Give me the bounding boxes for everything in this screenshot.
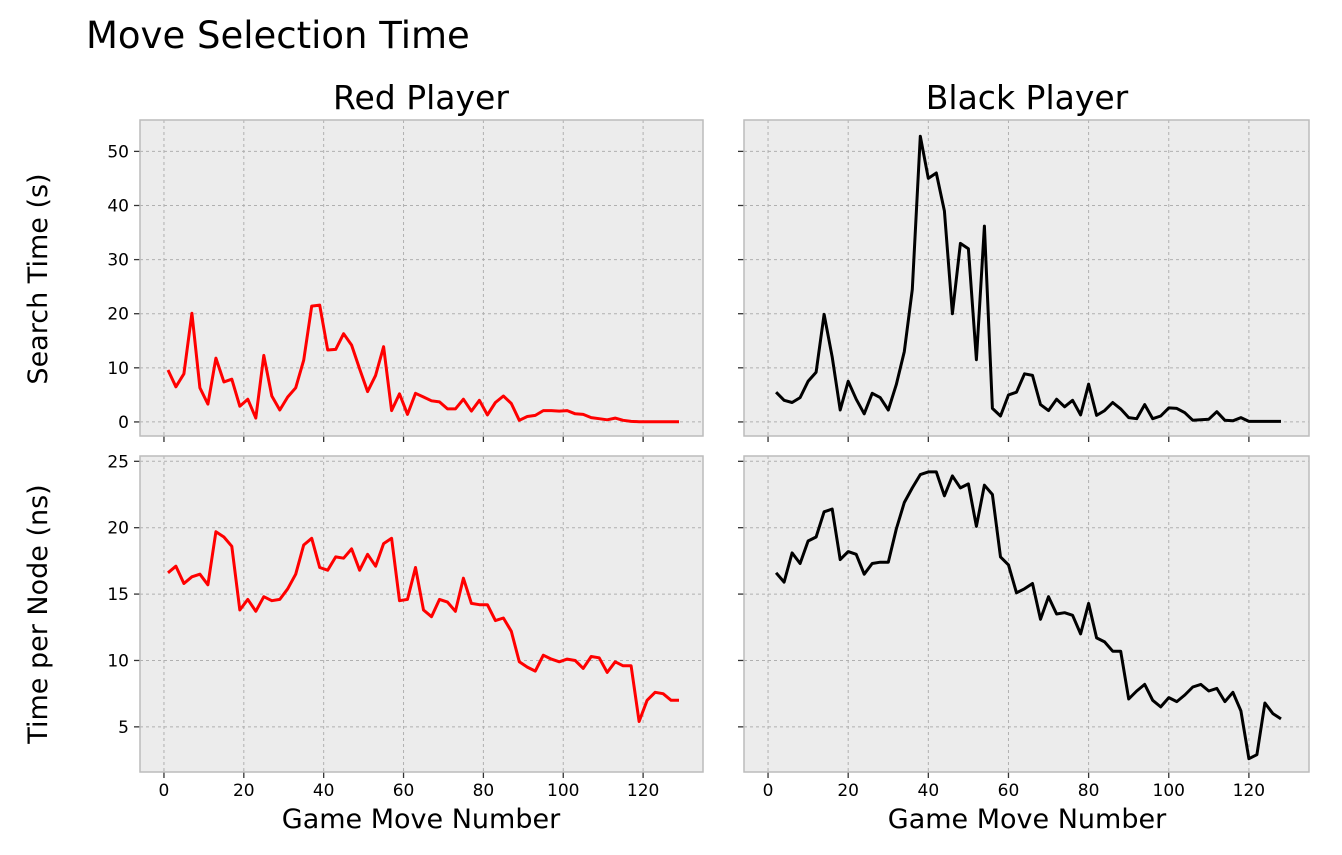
x-tick-label: 80 bbox=[473, 781, 495, 801]
series-line bbox=[774, 470, 1282, 761]
axes-frame bbox=[139, 455, 704, 773]
x-tick-label: 60 bbox=[393, 781, 415, 801]
plot-area bbox=[140, 456, 703, 772]
col-title-black: Black Player bbox=[926, 78, 1129, 117]
y-tick-label: 5 bbox=[118, 718, 129, 738]
xlabel-red: Game Move Number bbox=[282, 804, 561, 835]
x-tick-label: 120 bbox=[1233, 781, 1265, 801]
series-line bbox=[166, 303, 679, 424]
series-line bbox=[167, 530, 679, 723]
panel-red-time-per-node: 0 20 40 60 80 100 120 5 10 15 20 25 bbox=[107, 452, 704, 801]
y-tick-label: 20 bbox=[107, 305, 129, 325]
x-tick-label: 20 bbox=[837, 781, 859, 801]
plot-area bbox=[744, 120, 1309, 436]
plot-area bbox=[140, 120, 703, 436]
x-tick-label: 40 bbox=[918, 781, 940, 801]
y-tick-label: 20 bbox=[107, 519, 129, 539]
x-tick-label: 80 bbox=[1078, 781, 1100, 801]
y-tick-label: 15 bbox=[107, 585, 129, 605]
y-tick-label: 30 bbox=[107, 251, 129, 271]
axes-frame bbox=[743, 455, 1310, 773]
axes-frame bbox=[743, 119, 1310, 437]
ylabel-search-time: Search Time (s) bbox=[23, 173, 54, 384]
figure-title: Move Selection Time bbox=[86, 14, 470, 57]
x-tick-label: 120 bbox=[627, 781, 659, 801]
y-tick-label: 10 bbox=[107, 359, 129, 379]
x-tick-label: 20 bbox=[233, 781, 255, 801]
x-tick-label: 100 bbox=[547, 781, 579, 801]
panel-black-search-time bbox=[738, 119, 1310, 442]
y-tick-label: 10 bbox=[107, 651, 129, 671]
x-tick-label: 0 bbox=[159, 781, 170, 801]
axes-frame bbox=[139, 119, 704, 437]
y-tick-label: 50 bbox=[107, 142, 129, 162]
x-tick-label: 40 bbox=[313, 781, 335, 801]
plot-area bbox=[744, 456, 1309, 772]
panel-black-time-per-node: 0 20 40 60 80 100 120 bbox=[738, 455, 1310, 801]
x-tick-label: 100 bbox=[1153, 781, 1185, 801]
xlabel-black: Game Move Number bbox=[888, 804, 1167, 835]
ylabel-time-per-node: Time per Node (ns) bbox=[23, 484, 54, 744]
x-tick-label: 0 bbox=[763, 781, 774, 801]
series-line bbox=[775, 134, 1281, 423]
col-title-red: Red Player bbox=[333, 78, 509, 117]
y-tick-label: 40 bbox=[107, 196, 129, 216]
y-tick-label: 25 bbox=[107, 452, 129, 472]
x-tick-label: 60 bbox=[998, 781, 1020, 801]
y-tick-label: 0 bbox=[118, 413, 129, 433]
panel-red-search-time: 0 10 20 30 40 50 bbox=[107, 119, 704, 442]
